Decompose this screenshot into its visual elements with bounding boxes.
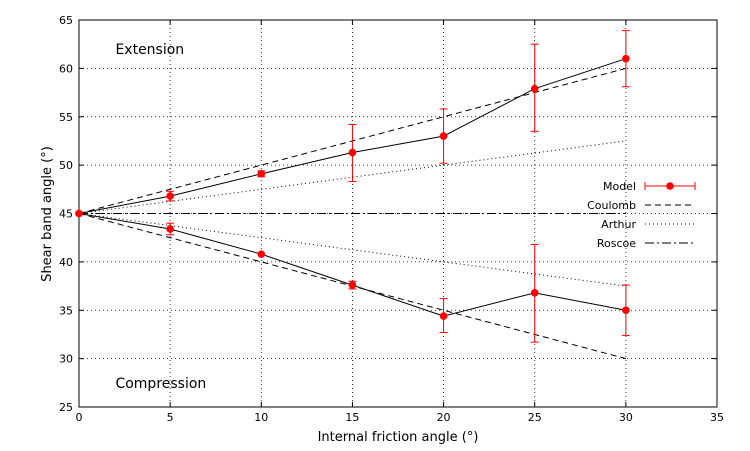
legend-label-roscoe: Roscoe (597, 237, 636, 250)
y-tick-label: 65 (59, 14, 73, 27)
y-tick-label: 35 (59, 304, 73, 317)
model-data-point (530, 289, 539, 297)
model-data-point (439, 132, 448, 140)
legend-marker (666, 182, 674, 190)
model-data-point (75, 209, 83, 218)
model-data-point (166, 225, 174, 233)
y-tick-label: 55 (59, 111, 73, 124)
model-data-point (348, 281, 357, 289)
model-data-point (257, 250, 266, 258)
x-tick-label: 5 (167, 411, 174, 424)
legend-label-coulomb: Coulomb (587, 199, 636, 212)
model-data-point (622, 306, 630, 315)
x-axis-label: Internal friction angle (°) (318, 430, 479, 445)
x-tick-label: 15 (345, 411, 359, 424)
model-data-point (257, 170, 266, 178)
y-tick-label: 25 (59, 401, 73, 414)
legend-label-model: Model (603, 180, 636, 193)
y-axis-label: Shear band angle (°) (40, 146, 55, 282)
x-tick-label: 35 (710, 411, 724, 424)
axis-ticks: 0 5 10 15 20 25 30 35 25 30 35 40 45 50 55 60 65 (59, 14, 724, 424)
y-tick-label: 40 (59, 256, 73, 269)
legend-label-arthur: Arthur (601, 218, 636, 231)
model-data-point (622, 54, 630, 63)
annotations: Extension Compression (115, 42, 206, 392)
annotation-compression: Compression (115, 376, 206, 392)
annotation-extension: Extension (115, 42, 184, 58)
y-tick-label: 60 (59, 62, 73, 75)
model-data-point (439, 312, 448, 320)
legend: Model Coulomb Arthur Roscoe (587, 180, 696, 250)
x-tick-label: 25 (528, 411, 542, 424)
x-tick-label: 20 (437, 411, 451, 424)
y-tick-label: 30 (59, 353, 73, 366)
x-tick-label: 10 (254, 411, 268, 424)
model-data-point (166, 192, 174, 200)
model-data-point (348, 148, 357, 157)
x-tick-label: 30 (619, 411, 633, 424)
y-tick-label: 45 (59, 208, 73, 221)
series-layer (75, 30, 630, 360)
x-tick-label: 0 (76, 411, 83, 424)
model-data-point (530, 84, 539, 93)
y-tick-label: 50 (59, 159, 73, 172)
